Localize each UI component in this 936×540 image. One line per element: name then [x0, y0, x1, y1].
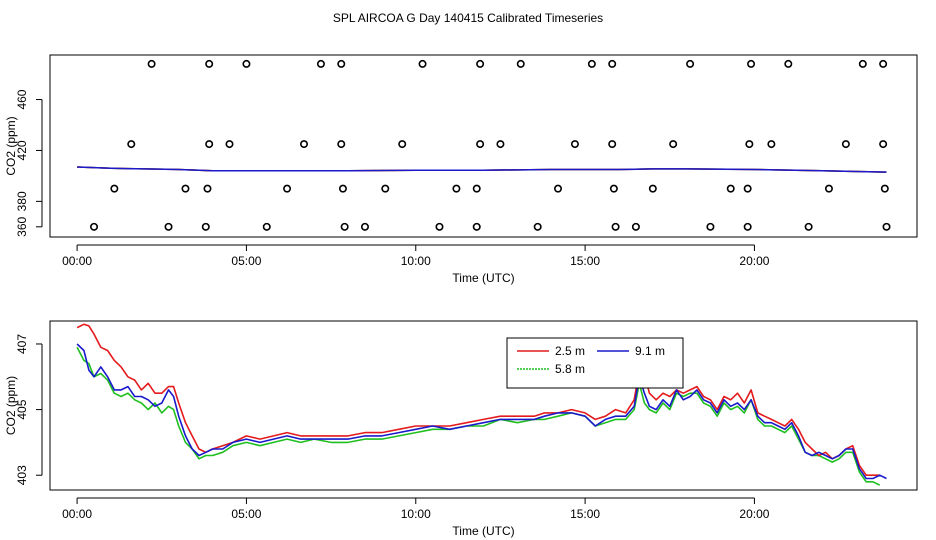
calibration-point [90, 222, 99, 231]
series-line-5-8-m [76, 346, 881, 486]
calibration-point [242, 59, 251, 68]
plot-area [76, 323, 887, 486]
calibration-point [880, 184, 889, 193]
y-tick-label: 405 [15, 399, 29, 419]
calibration-point [340, 222, 349, 231]
calibration-point [882, 222, 891, 231]
calibration-point [452, 184, 461, 193]
x-axis-title: Time (UTC) [452, 524, 514, 538]
calibration-point [337, 140, 346, 149]
calibration-point [476, 59, 485, 68]
calibration-point [381, 184, 390, 193]
calibration-point [338, 184, 347, 193]
y-tick-label: 407 [15, 334, 29, 354]
calibration-point [747, 59, 756, 68]
y-axis-title: CO2 (ppm) [4, 376, 18, 435]
plot-frame [49, 54, 918, 238]
calibration-point [743, 184, 752, 193]
series-line-9-1-m [76, 343, 887, 480]
calibration-point [360, 222, 369, 231]
calibration-point [110, 184, 119, 193]
calibration-point [611, 222, 620, 231]
calibration-point [472, 184, 481, 193]
calibration-point [496, 140, 505, 149]
x-tick-label: 20:00 [739, 254, 769, 268]
calibration-point [554, 184, 563, 193]
calibration-point [706, 222, 715, 231]
calibration-point [533, 222, 542, 231]
plot-area [77, 166, 887, 173]
calibration-point [262, 222, 271, 231]
legend-label: 5.8 m [555, 362, 585, 376]
timeseries-plot: 00:00 05:00 10:00 15:00 20:00 403 405 407 Time (… [4, 320, 918, 538]
calibration-point [745, 140, 754, 149]
calibration-point [686, 59, 695, 68]
calibration-point [398, 140, 407, 149]
calibration-point [879, 59, 888, 68]
x-tick-label: 05:00 [231, 254, 261, 268]
calibration-point [609, 184, 618, 193]
calibration-point [858, 59, 867, 68]
y-tick-label: 420 [15, 140, 29, 160]
calibration-point [316, 59, 325, 68]
legend-label: 2.5 m [555, 344, 585, 358]
calibration-point [804, 222, 813, 231]
x-tick-label: 10:00 [401, 507, 431, 521]
calibration-point [203, 184, 212, 193]
calibration-point [631, 222, 640, 231]
plot-frame [49, 320, 918, 491]
calibration-point [743, 222, 752, 231]
x-tick-label: 10:00 [401, 254, 431, 268]
calibration-point [587, 59, 596, 68]
calibration-point [516, 59, 525, 68]
y-tick-label: 360 [15, 216, 29, 236]
calibration-point [476, 140, 485, 149]
calibration-point [181, 184, 190, 193]
legend-box [506, 337, 684, 389]
calibration-point [201, 222, 210, 231]
calibration-point [472, 222, 481, 231]
x-tick-label: 00:00 [62, 507, 92, 521]
calibration-plot: 00:00 05:00 10:00 15:00 20:00 380 420 460 360 Tim… [4, 54, 918, 285]
calibration-point [648, 184, 657, 193]
x-tick-label: 00:00 [62, 254, 92, 268]
calibration-point [127, 140, 136, 149]
x-tick-label: 15:00 [570, 507, 600, 521]
calibration-point [283, 184, 292, 193]
x-tick-label: 20:00 [739, 507, 769, 521]
y-axis-title: CO2 (ppm) [4, 116, 18, 175]
calibration-point [824, 184, 833, 193]
y-tick-label: 380 [15, 191, 29, 211]
calibration-point [337, 59, 346, 68]
legend: 2.5 m 5.8 m 9.1 m [506, 337, 684, 389]
calibration-point [205, 140, 214, 149]
legend-label: 9.1 m [635, 344, 665, 358]
y-tick-label: 460 [15, 89, 29, 109]
calibration-point [784, 59, 793, 68]
series-line-2-5-m [76, 323, 880, 477]
x-tick-label: 05:00 [231, 507, 261, 521]
calibration-point [879, 140, 888, 149]
calibration-point [418, 59, 427, 68]
calibration-point [570, 140, 579, 149]
calibration-point [841, 140, 850, 149]
series-line-9-1-m [77, 166, 887, 173]
calibration-point [669, 140, 678, 149]
calibration-point [726, 184, 735, 193]
calibration-point [205, 59, 214, 68]
x-axis-title: Time (UTC) [452, 271, 514, 285]
x-tick-label: 15:00 [570, 254, 600, 268]
calibration-point [435, 222, 444, 231]
calibration-point [300, 140, 309, 149]
y-tick-label: 403 [15, 465, 29, 485]
calibration-point [164, 222, 173, 231]
calibration-point [608, 59, 617, 68]
calibration-point [225, 140, 234, 149]
calibration-point [608, 140, 617, 149]
calibration-point [147, 59, 156, 68]
calibration-point [767, 140, 776, 149]
figure-title: SPL AIRCOA G Day 140415 Calibrated Times… [333, 11, 603, 25]
